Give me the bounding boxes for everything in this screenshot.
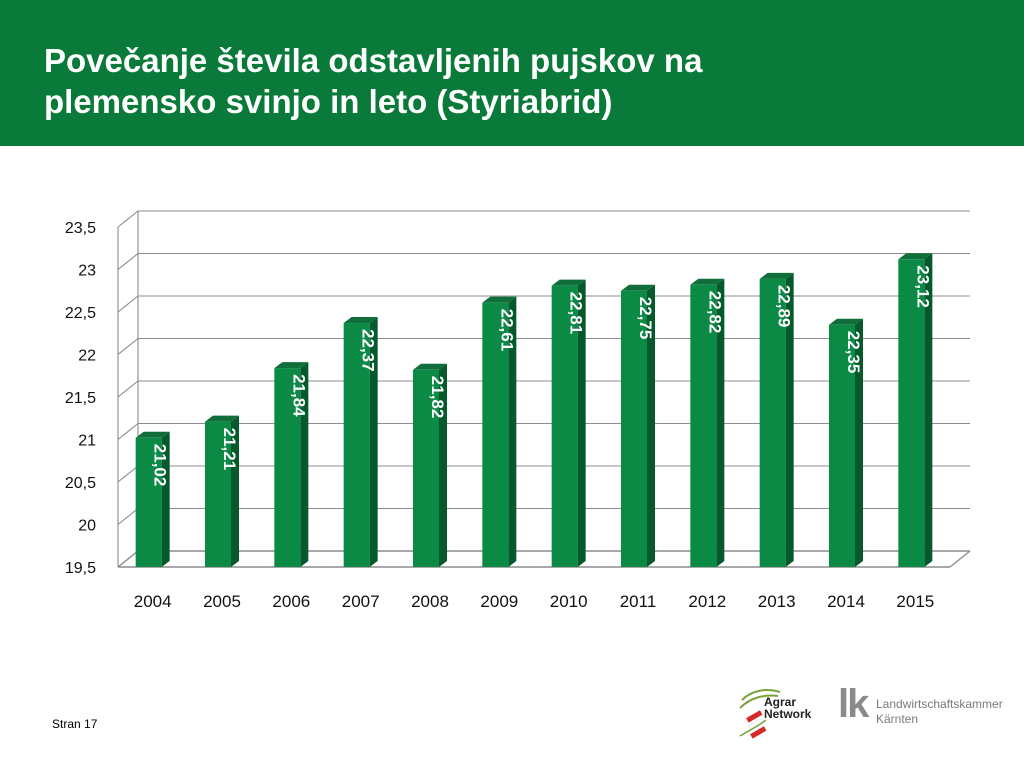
y-tick-label: 22 bbox=[78, 348, 96, 365]
bar bbox=[621, 290, 647, 567]
bar bbox=[829, 324, 855, 567]
bar-value-label: 22,61 bbox=[497, 309, 516, 352]
page-title: Povečanje števila odstavljenih pujskov n… bbox=[44, 40, 1004, 122]
floor-side-edge bbox=[949, 550, 971, 568]
bar-top bbox=[898, 253, 933, 260]
x-tick-label: 2013 bbox=[758, 592, 796, 611]
bar-side bbox=[439, 363, 447, 567]
y-tick-label: 21 bbox=[78, 433, 96, 450]
bar-top bbox=[829, 318, 863, 325]
bar bbox=[482, 302, 509, 567]
bar bbox=[274, 368, 301, 567]
bar-side bbox=[161, 431, 170, 567]
y-tick-label: 22,5 bbox=[65, 305, 96, 322]
bar-value-label: 22,37 bbox=[359, 329, 378, 372]
y-tick-label: 23 bbox=[78, 263, 96, 280]
x-tick-label: 2012 bbox=[688, 592, 726, 611]
bar-value-label: 21,21 bbox=[220, 428, 239, 471]
bar-side bbox=[785, 272, 794, 567]
bar-value-label: 22,35 bbox=[844, 331, 863, 374]
lk-line-2: Kärnten bbox=[876, 712, 919, 726]
x-tick-label: 2004 bbox=[134, 592, 172, 611]
gridline bbox=[117, 252, 970, 270]
bar-value-label: 22,81 bbox=[567, 292, 586, 335]
bar-side bbox=[924, 253, 933, 568]
bar-side bbox=[300, 362, 309, 567]
y-tick-label: 23,5 bbox=[65, 220, 96, 237]
bar bbox=[759, 278, 786, 567]
bar-value-label: 21,02 bbox=[151, 444, 170, 487]
x-tick-label: 2005 bbox=[203, 592, 241, 611]
page-number: Stran 17 bbox=[52, 717, 98, 731]
bar bbox=[205, 421, 231, 567]
bar-value-label: 21,82 bbox=[428, 376, 447, 419]
bar-side bbox=[577, 279, 586, 567]
bar-side bbox=[369, 317, 378, 567]
bar-top bbox=[274, 362, 309, 369]
agrar-network-logo-icon bbox=[739, 689, 781, 739]
bar-top bbox=[343, 317, 378, 324]
bar-top bbox=[759, 272, 794, 279]
bar-side bbox=[716, 278, 725, 567]
network-word: Network bbox=[764, 707, 812, 721]
title-line-2: plemensko svinjo in leto (Styriabrid) bbox=[44, 83, 613, 120]
y-tick-label: 20,5 bbox=[65, 475, 96, 492]
bar bbox=[343, 323, 370, 567]
x-tick-label: 2011 bbox=[620, 592, 657, 611]
bar bbox=[690, 284, 717, 567]
bar-top bbox=[482, 296, 517, 303]
x-tick-label: 2015 bbox=[896, 592, 934, 611]
bar-side bbox=[508, 296, 517, 567]
gridline bbox=[117, 295, 970, 313]
agrar-word: Agrar bbox=[764, 695, 797, 709]
bar-top bbox=[205, 415, 239, 422]
title-line-1: Povečanje števila odstavljenih pujskov n… bbox=[44, 42, 703, 79]
bar-value-label: 22,75 bbox=[636, 297, 655, 340]
bar-value-label: 21,84 bbox=[289, 374, 308, 417]
bar-side bbox=[231, 415, 239, 567]
x-tick-label: 2010 bbox=[550, 592, 588, 611]
header-bar bbox=[0, 0, 1024, 146]
bar-top bbox=[413, 363, 447, 370]
lk-logo-mark: lk bbox=[838, 682, 869, 726]
x-tick-label: 2007 bbox=[342, 592, 380, 611]
agrar-network-wordmark: Agrar Network bbox=[764, 696, 824, 720]
bar-side bbox=[855, 318, 863, 567]
bar-value-label: 22,82 bbox=[705, 291, 724, 334]
y-tick-label: 21,5 bbox=[65, 390, 96, 407]
bar-side bbox=[647, 284, 655, 567]
lk-line-1: Landwirtschaftskammer bbox=[876, 697, 1003, 711]
bar-top bbox=[551, 279, 586, 286]
x-tick-label: 2014 bbox=[827, 592, 865, 611]
y-tick-label: 20 bbox=[78, 518, 96, 535]
lk-wordmark: Landwirtschaftskammer Kärnten bbox=[876, 697, 1003, 727]
bar-chart: 19,5 20 20,5 21 21,5 22 22,5 23 23,5 21,02 2004 21,… bbox=[65, 210, 971, 611]
bar bbox=[413, 369, 439, 567]
bar-value-label: 22,89 bbox=[775, 285, 794, 328]
x-tick-label: 2009 bbox=[480, 592, 518, 611]
gridline bbox=[117, 210, 970, 228]
bar-top bbox=[621, 284, 655, 291]
bar-top bbox=[135, 431, 170, 438]
bar-top bbox=[690, 278, 725, 285]
bar bbox=[135, 437, 162, 567]
x-tick-label: 2008 bbox=[411, 592, 449, 611]
x-tick-label: 2006 bbox=[272, 592, 310, 611]
bar-value-label: 23,12 bbox=[913, 265, 932, 308]
bar bbox=[551, 285, 578, 567]
bar bbox=[898, 259, 925, 567]
y-tick-label: 19,5 bbox=[65, 560, 96, 577]
